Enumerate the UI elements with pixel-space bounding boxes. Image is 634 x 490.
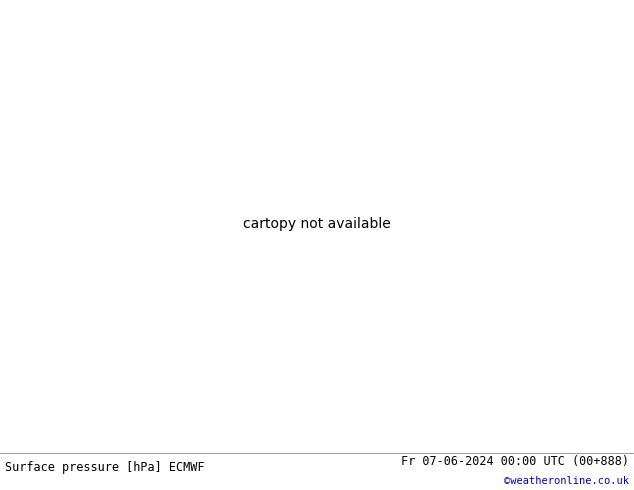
Text: ©weatheronline.co.uk: ©weatheronline.co.uk — [504, 476, 629, 486]
Text: Fr 07-06-2024 00:00 UTC (00+888): Fr 07-06-2024 00:00 UTC (00+888) — [401, 455, 629, 468]
Text: Surface pressure [hPa] ECMWF: Surface pressure [hPa] ECMWF — [5, 461, 205, 474]
Text: cartopy not available: cartopy not available — [243, 217, 391, 231]
